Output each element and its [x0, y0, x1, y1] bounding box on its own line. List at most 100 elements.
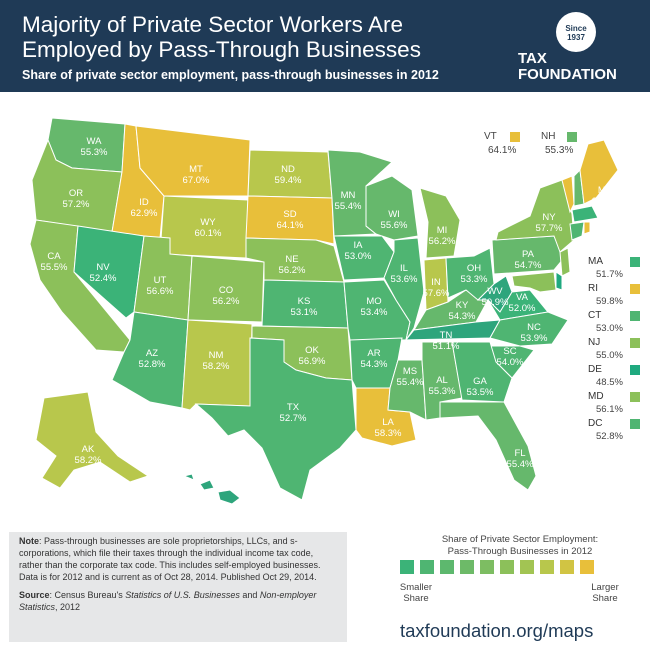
state-shape-nj[interactable]: [559, 247, 571, 277]
legend-title-line1: Share of Private Sector Employment:: [441, 534, 599, 545]
state-value: 54.7%: [515, 260, 542, 271]
legend-low-line1: Smaller: [399, 582, 433, 593]
state-shape-ga[interactable]: [451, 341, 513, 403]
state-value: 53.4%: [361, 307, 388, 318]
state-label-ia: IA 53.0%: [345, 240, 372, 262]
state-value: 52.0%: [509, 303, 536, 314]
small-state-abbr: DC: [588, 418, 603, 429]
seal-since: Since: [565, 24, 587, 33]
state-abbr: LA: [382, 417, 394, 428]
state-abbr: IL: [400, 263, 408, 274]
state-label-mt: MT 67.0%: [183, 164, 210, 186]
small-state-ri[interactable]: RI 59.8%: [588, 283, 644, 310]
state-value: 57.7%: [536, 223, 563, 234]
state-value: 67.0%: [183, 175, 210, 186]
seal-year: 1937: [567, 33, 585, 42]
note-label: Note: [19, 536, 39, 546]
small-state-de[interactable]: DE 48.5%: [588, 364, 644, 391]
state-shape-me[interactable]: [579, 139, 619, 205]
legend-low-label: Smaller Share: [396, 582, 436, 604]
state-label-in: IN 57.6%: [423, 277, 450, 299]
state-value: 47.4%: [187, 499, 214, 510]
state-value: 56.2%: [279, 265, 306, 276]
state-value: 54.0%: [497, 357, 524, 368]
legend-swatch-6: [500, 560, 514, 574]
state-abbr: NV: [96, 262, 110, 273]
state-label-oh: OH 53.3%: [461, 263, 488, 285]
state-abbr: NM: [209, 350, 224, 361]
footer-url-link[interactable]: taxfoundation.org/maps: [400, 620, 594, 641]
state-abbr: MT: [189, 164, 203, 175]
small-state-ma[interactable]: MA 51.7%: [588, 256, 644, 283]
state-shape-mi[interactable]: [419, 187, 461, 259]
small-state-ct[interactable]: CT 53.0%: [588, 310, 644, 337]
state-label-hi: HI 47.4%: [187, 488, 214, 510]
state-label-nd: ND 59.4%: [275, 164, 302, 186]
state-abbr: WV: [487, 286, 503, 297]
state-label-sd: SD 64.1%: [277, 209, 304, 231]
state-label-me: ME 61.7%: [592, 185, 619, 207]
state-shape-ma[interactable]: [571, 205, 599, 223]
state-shape-de[interactable]: [555, 271, 563, 291]
state-abbr: HI: [195, 488, 205, 499]
state-shape-hi[interactable]: [182, 473, 241, 505]
state-value: 64.1%: [277, 220, 304, 231]
state-abbr: ND: [281, 164, 295, 175]
state-abbr: ME: [598, 185, 612, 196]
state-value: 53.6%: [391, 274, 418, 285]
state-abbr: KS: [298, 296, 311, 307]
state-label-sc: SC 54.0%: [497, 346, 524, 368]
small-state-abbr: CT: [588, 310, 602, 321]
state-abbr: IA: [354, 240, 364, 251]
state-abbr: AZ: [146, 348, 158, 359]
state-label-az: AZ 52.8%: [139, 348, 166, 370]
state-value: 55.4%: [397, 377, 424, 388]
state-value: 53.0%: [345, 251, 372, 262]
tax-foundation-logo[interactable]: Since 1937 TAX FOUNDATION: [518, 12, 638, 84]
legend-low-line2: Share: [403, 593, 429, 604]
small-state-swatch: [630, 338, 640, 348]
state-shape-mt[interactable]: [135, 125, 251, 197]
state-value: 53.5%: [467, 387, 494, 398]
state-label-ca: CA 55.5%: [41, 251, 68, 273]
small-state-nj[interactable]: NJ 55.0%: [588, 337, 644, 364]
state-label-wi: WI 55.6%: [381, 209, 408, 231]
state-label-al: AL 55.3%: [429, 375, 456, 397]
state-shape-wi[interactable]: [365, 175, 419, 241]
state-shape-ak[interactable]: [35, 391, 150, 489]
state-abbr: MI: [437, 225, 448, 236]
state-shapes: [29, 117, 619, 505]
state-abbr: OR: [69, 188, 83, 199]
state-abbr: CA: [47, 251, 61, 262]
state-abbr: ID: [139, 197, 149, 208]
state-shape-sd[interactable]: [245, 195, 335, 245]
state-value: 51.1%: [433, 341, 460, 352]
state-label-ga: GA 53.5%: [467, 376, 494, 398]
state-abbr: MS: [403, 366, 417, 377]
small-state-value: 56.1%: [596, 404, 623, 415]
state-value: 57.2%: [63, 199, 90, 210]
state-shape-fl[interactable]: [439, 401, 537, 491]
state-label-tn: TN 51.1%: [433, 330, 460, 352]
state-value: 53.3%: [461, 274, 488, 285]
state-label-nc: NC 53.9%: [521, 322, 548, 344]
note-body: : Pass-through businesses are sole propr…: [19, 536, 321, 582]
state-value: 54.3%: [449, 311, 476, 322]
small-state-swatch: [630, 392, 640, 402]
small-state-dc[interactable]: DC 52.8%: [588, 418, 644, 445]
state-shape-ct[interactable]: [569, 221, 585, 241]
small-state-md[interactable]: MD 56.1%: [588, 391, 644, 418]
state-shape-tx[interactable]: [194, 337, 357, 501]
state-label-pa: PA 54.7%: [515, 249, 542, 271]
state-shape-nv[interactable]: [73, 225, 145, 319]
state-shape-md[interactable]: [511, 271, 557, 293]
small-state-swatch: [630, 419, 640, 429]
source-title-2: Non-employer Statistics: [19, 590, 317, 612]
state-value: 54.3%: [361, 359, 388, 370]
state-shape-il[interactable]: [383, 237, 425, 341]
callout-nh-abbr: NH: [541, 131, 556, 142]
legend-swatch-7: [520, 560, 534, 574]
state-shape-ri[interactable]: [583, 221, 591, 235]
legend-swatch-2: [420, 560, 434, 574]
state-abbr: VA: [516, 292, 529, 303]
